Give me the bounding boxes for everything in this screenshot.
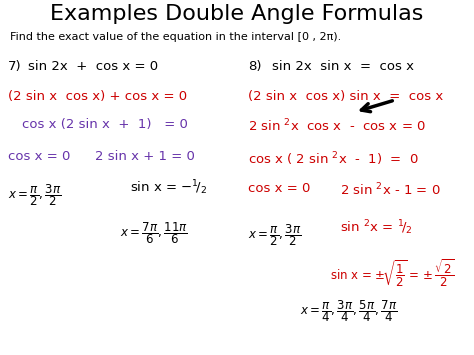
Text: (2 sin x  cos x) + cos x = 0: (2 sin x cos x) + cos x = 0 [8,90,187,103]
Text: $x = \dfrac{\pi}{2},\dfrac{3\pi}{2}$: $x = \dfrac{\pi}{2},\dfrac{3\pi}{2}$ [248,222,301,248]
Text: sin $\mathregular{^2}$x = $^{1}\!/_{2}$: sin $\mathregular{^2}$x = $^{1}\!/_{2}$ [340,218,413,237]
Text: 7): 7) [8,60,22,73]
Text: (2 sin x  cos x) sin x  =  cos x: (2 sin x cos x) sin x = cos x [248,90,443,103]
Text: cos x (2 sin x  +  1)   = 0: cos x (2 sin x + 1) = 0 [22,118,188,131]
Text: sin 2x  +  cos x = 0: sin 2x + cos x = 0 [28,60,158,73]
Text: sin 2x  sin x  =  cos x: sin 2x sin x = cos x [272,60,414,73]
Text: $x = \dfrac{7\pi}{6},\dfrac{11\pi}{6}$: $x = \dfrac{7\pi}{6},\dfrac{11\pi}{6}$ [120,220,188,246]
Text: $x = \dfrac{\pi}{4},\dfrac{3\pi}{4},\dfrac{5\pi}{4},\dfrac{7\pi}{4}$: $x = \dfrac{\pi}{4},\dfrac{3\pi}{4},\dfr… [300,298,398,324]
Text: $x = \dfrac{\pi}{2},\dfrac{3\pi}{2}$: $x = \dfrac{\pi}{2},\dfrac{3\pi}{2}$ [8,182,61,208]
Text: 2 sin $\mathregular{^2}$x - 1 = 0: 2 sin $\mathregular{^2}$x - 1 = 0 [340,182,441,198]
Text: Find the exact value of the equation in the interval [0 , 2π).: Find the exact value of the equation in … [10,32,341,42]
Text: 8): 8) [248,60,262,73]
Text: cos x ( 2 sin $\mathregular{^2}$x  -  1)  =  0: cos x ( 2 sin $\mathregular{^2}$x - 1) =… [248,150,419,168]
Text: cos x = 0: cos x = 0 [8,150,70,163]
Text: 2 sin x + 1 = 0: 2 sin x + 1 = 0 [95,150,195,163]
Text: sin x = $\pm\!\sqrt{\dfrac{1}{2}} = \pm\dfrac{\sqrt{2}}{2}$: sin x = $\pm\!\sqrt{\dfrac{1}{2}} = \pm\… [330,258,454,289]
Text: cos x = 0: cos x = 0 [248,182,310,195]
Text: Examples Double Angle Formulas: Examples Double Angle Formulas [50,4,424,24]
Text: sin x = $-^{1}\!/_{2}$: sin x = $-^{1}\!/_{2}$ [130,178,208,197]
Text: 2 sin $\mathregular{^2}$x  cos x  -  cos x = 0: 2 sin $\mathregular{^2}$x cos x - cos x … [248,118,426,135]
